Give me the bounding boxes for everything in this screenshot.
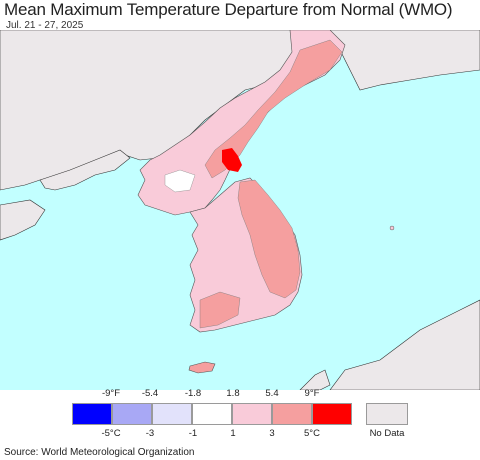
temperature-map [0,30,480,390]
liaodong-peninsula [39,149,131,191]
legend-c-tick-6: 5°C [304,428,320,439]
map-title: Mean Maximum Temperature Departure from … [4,0,453,19]
legend-swatch-4 [192,403,232,425]
hot-spot-wonsan [222,148,242,172]
legend-f-tick-1: -9°F [101,388,121,399]
ulleung-island [389,225,395,231]
legend-f-tick-6: 9°F [304,388,320,399]
japan-islands [299,369,331,390]
legend-swatch-1 [72,403,112,425]
legend-c-tick-1: -5°C [101,428,121,439]
legend-swatch-7 [312,403,352,425]
legend-swatch-2 [112,403,152,425]
legend-c-tick-3: -1 [188,428,198,439]
legend-f-tick-5: 5.4 [265,388,279,399]
legend-f-tick-3: -1.8 [184,388,202,399]
legend-no-data-swatch [366,403,408,425]
russia-no-data-land [329,30,480,91]
legend-c-tick-4: 1 [230,428,236,439]
neutral-zone-nk-west [164,169,196,193]
jeju-island [188,361,216,374]
legend-swatch-6 [272,403,312,425]
legend: -9°F -5.4 -1.8 1.8 5.4 9°F -5°C -3 -1 1 … [0,388,480,440]
date-range: Jul. 21 - 27, 2025 [6,20,84,31]
source-credit: Source: World Meteorological Organizatio… [4,447,195,458]
legend-no-data-label: No Data [369,428,405,439]
south-korea-warm-east [237,179,301,299]
legend-f-tick-2: -5.4 [141,388,159,399]
legend-f-tick-4: 1.8 [226,388,240,399]
legend-c-tick-5: 3 [269,428,275,439]
south-korea-warm-south [199,291,241,329]
shandong-no-data-land [0,199,46,241]
japan-no-data-land [329,299,480,390]
legend-swatch-5 [232,403,272,425]
legend-c-tick-2: -3 [145,428,155,439]
legend-swatch-3 [152,403,192,425]
